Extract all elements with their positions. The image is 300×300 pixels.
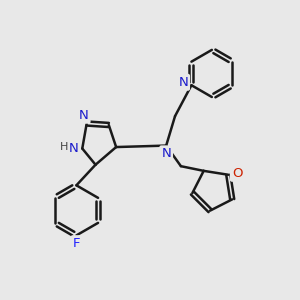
Text: N: N xyxy=(69,142,78,155)
Text: F: F xyxy=(73,237,80,250)
Text: N: N xyxy=(161,147,171,160)
Text: N: N xyxy=(178,76,188,89)
Text: O: O xyxy=(232,167,242,180)
Text: H: H xyxy=(60,142,68,152)
Text: N: N xyxy=(79,109,88,122)
